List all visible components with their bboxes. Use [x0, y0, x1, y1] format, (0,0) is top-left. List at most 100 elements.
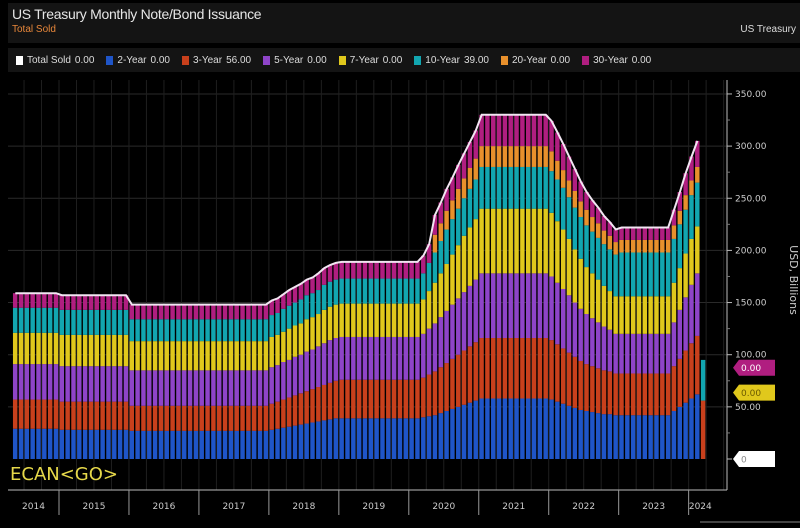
bar-2-year	[351, 418, 356, 459]
bar-2-year	[374, 418, 379, 459]
bar-7-year	[251, 341, 257, 371]
bar-5-year	[426, 328, 432, 375]
bar-2-year	[543, 398, 548, 459]
bar-30-year	[438, 202, 443, 224]
legend-item-2-year[interactable]: 2-Year 0.00	[106, 55, 170, 66]
legend-item-30-year[interactable]: 30-Year 0.00	[582, 55, 651, 66]
bar-30-year	[648, 227, 653, 240]
bar-7-year	[409, 303, 414, 337]
bar-7-year	[88, 334, 94, 367]
bar-30-year	[572, 169, 578, 191]
bar-10-year	[386, 278, 391, 304]
y-tick-label: 50.00	[735, 403, 761, 413]
bar-10-year	[397, 278, 403, 304]
bar-3-year	[18, 399, 24, 429]
bar-5-year	[129, 370, 134, 406]
bar-5-year	[671, 322, 677, 367]
legend-item-7-year[interactable]: 7-Year 0.00	[338, 54, 402, 66]
bar-10-year	[65, 309, 70, 335]
bar-20-year	[566, 180, 572, 198]
bar-7-year	[65, 334, 70, 367]
legend-item-3-year[interactable]: 3-Year 56.00	[181, 54, 251, 66]
bar-3-year	[514, 338, 519, 399]
bar-7-year	[683, 253, 688, 298]
x-tick-label: 2018	[292, 502, 315, 512]
bar-3-year	[654, 373, 659, 416]
bar-7-year	[141, 341, 146, 371]
bar-3-year	[613, 373, 618, 416]
bar-20-year	[584, 209, 589, 226]
bar-7-year	[531, 208, 537, 274]
bar-7-year	[642, 296, 648, 334]
bar-2-year	[321, 420, 327, 459]
x-tick-label: 2017	[222, 502, 245, 512]
bar-10-year	[432, 252, 438, 283]
x-tick-label: 2019	[362, 502, 385, 512]
bar-3-year	[438, 367, 443, 414]
bar-3-year	[152, 405, 158, 431]
bar-10-year	[566, 197, 572, 239]
bar-20-year	[630, 239, 636, 253]
bar-20-year	[438, 223, 443, 242]
bar-5-year	[386, 336, 391, 380]
bar-10-year	[351, 278, 356, 304]
x-tick-label: 2021	[502, 502, 525, 512]
bar-7-year	[415, 303, 420, 337]
bar-10-year	[316, 290, 321, 315]
bar-10-year	[251, 319, 257, 342]
bar-30-year	[619, 227, 624, 240]
bar-20-year	[491, 146, 496, 167]
bar-5-year	[391, 336, 397, 380]
bar-30-year	[654, 227, 659, 240]
bar-10-year	[496, 166, 502, 209]
legend-item-20-year[interactable]: 20-Year 0.00	[500, 55, 570, 66]
bar-2-year	[421, 417, 426, 459]
bar-3-year	[426, 374, 432, 417]
bar-30-year	[36, 293, 41, 308]
legend-label: 3-Year	[192, 54, 223, 66]
legend-swatch	[338, 55, 346, 65]
legend: Total Sold 0.00 2-Year 0.00 3-Year 56.00 5-Yea…	[8, 48, 800, 72]
bar-3-year	[246, 405, 251, 431]
bar-3-year	[351, 379, 356, 419]
bar-7-year	[263, 341, 269, 371]
legend-label: 7-Year	[349, 54, 379, 66]
bar-10-year	[222, 319, 228, 342]
bar-3-year	[304, 391, 309, 424]
ecan-command[interactable]: ECAN<GO>	[10, 464, 118, 485]
x-tick-label: 2015	[83, 502, 106, 512]
bar-3-year	[479, 338, 484, 399]
legend-swatch	[106, 55, 114, 65]
y-tick-label: 350.00	[735, 90, 767, 100]
bar-2-year	[473, 400, 478, 459]
bar-10-year	[59, 309, 65, 335]
bar-7-year	[129, 341, 134, 371]
bar-30-year	[415, 261, 420, 279]
bar-10-year	[426, 262, 432, 292]
bar-5-year	[228, 370, 234, 406]
legend-label: 30-Year	[593, 54, 628, 66]
legend-item-5-year[interactable]: 5-Year 0.00	[263, 55, 327, 66]
bar-5-year	[485, 273, 490, 339]
bar-7-year	[555, 221, 560, 283]
bar-10-year	[164, 319, 169, 342]
bar-10-year	[526, 166, 531, 209]
bar-10-year	[578, 217, 583, 259]
bar-5-year	[94, 366, 100, 402]
bar-7-year	[479, 208, 484, 274]
bar-10-year	[619, 252, 624, 297]
bar-2-year	[391, 418, 397, 459]
bar-5-year	[304, 351, 309, 392]
legend-item-total-sold[interactable]: Total Sold 0.00	[16, 55, 94, 66]
bar-30-year	[65, 295, 70, 310]
bar-10-year	[77, 309, 82, 335]
bar-5-year	[409, 336, 414, 380]
bar-5-year	[613, 333, 618, 374]
bar-7-year	[298, 323, 304, 355]
bar-2-year	[531, 398, 537, 459]
bar-5-year	[339, 336, 344, 380]
bar-30-year	[53, 293, 59, 308]
legend-item-10-year[interactable]: 10-Year 39.00	[414, 55, 489, 66]
x-tick-label: 2023	[642, 502, 665, 512]
bar-30-year	[426, 244, 432, 263]
